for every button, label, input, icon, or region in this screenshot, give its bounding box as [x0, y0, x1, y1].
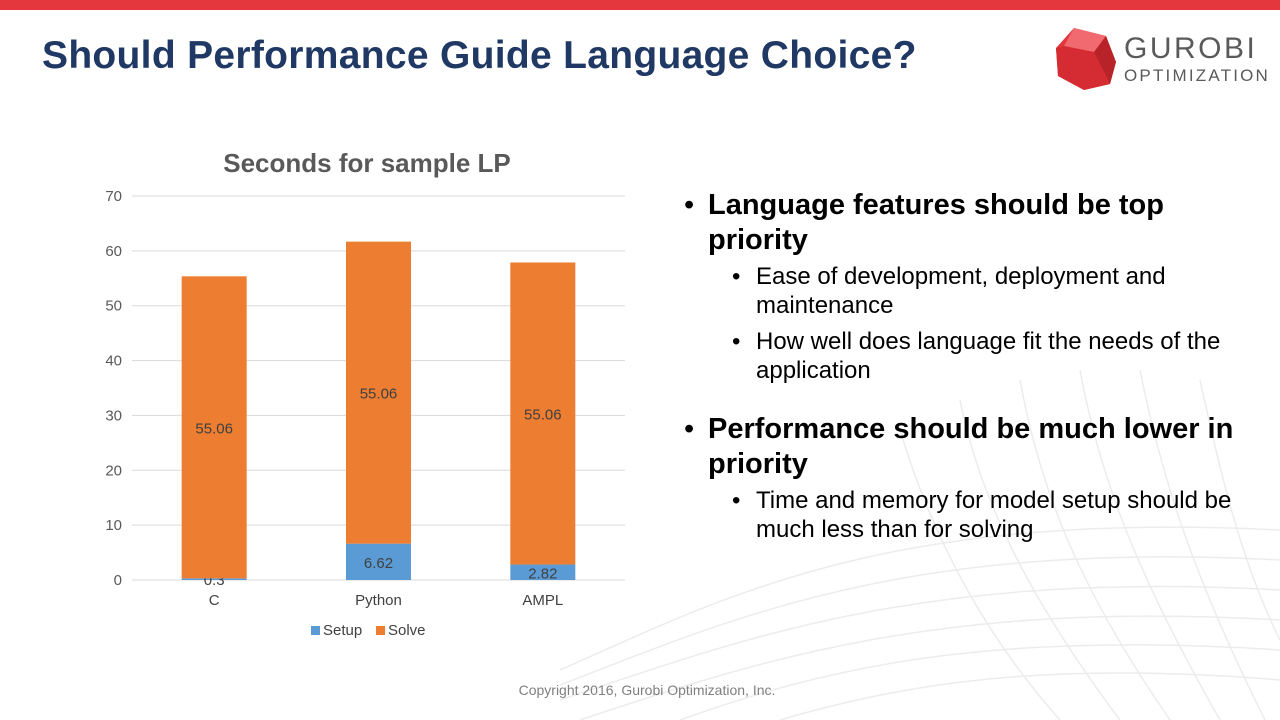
bullet-sub: Ease of development, deployment and main…: [732, 262, 1244, 320]
y-tick-label: 0: [114, 572, 122, 589]
logo-wordmark: GUROBI: [1124, 32, 1258, 65]
bar-setup: [346, 543, 411, 580]
bar-solve: [346, 241, 411, 544]
x-tick-label: AMPL: [522, 592, 563, 609]
bullet-main: Language features should be top priority: [684, 188, 1244, 258]
y-tick-label: 40: [105, 353, 122, 370]
red-cube-logo-icon: [1056, 28, 1116, 90]
data-label: 2.82: [528, 565, 557, 582]
bar-setup: [510, 564, 576, 580]
legend-swatch-setup: [311, 626, 320, 635]
legend-swatch-solve: [376, 626, 385, 635]
bar-setup: [181, 578, 247, 580]
data-label: 55.06: [360, 386, 398, 403]
slide-title: Should Performance Guide Language Choice…: [42, 34, 917, 77]
bullet-main: Performance should be much lower in prio…: [684, 412, 1244, 482]
bullet-list: Language features should be top priority…: [684, 188, 1244, 544]
x-tick-label: C: [209, 592, 220, 609]
y-tick-label: 10: [105, 517, 122, 534]
chart-title: Seconds for sample LP: [223, 148, 511, 178]
y-tick-label: 50: [105, 298, 122, 315]
y-tick-label: 20: [105, 462, 122, 479]
bar-solve: [181, 276, 247, 579]
y-tick-label: 30: [105, 407, 122, 424]
logo-subtitle: OPTIMIZATION: [1124, 66, 1271, 85]
x-tick-label: Python: [355, 592, 402, 609]
top-accent-bar: [0, 0, 1280, 10]
bar-chart: Seconds for sample LP0102030405060700.35…: [105, 148, 625, 639]
data-label: 55.06: [524, 407, 562, 424]
y-tick-label: 70: [105, 188, 122, 205]
bullet-sub: Time and memory for model setup should b…: [732, 486, 1244, 544]
copyright-footer: Copyright 2016, Gurobi Optimization, Inc…: [518, 682, 776, 698]
data-label: 6.62: [364, 555, 393, 572]
bar-solve: [510, 262, 576, 565]
data-label: 55.06: [195, 420, 233, 437]
bullet-sub: How well does language fit the needs of …: [732, 327, 1244, 385]
legend-label-setup: Setup: [323, 622, 362, 639]
legend-label-solve: Solve: [388, 622, 426, 639]
gurobi-logo: GUROBI OPTIMIZATION: [1054, 26, 1276, 94]
y-tick-label: 60: [105, 243, 122, 260]
